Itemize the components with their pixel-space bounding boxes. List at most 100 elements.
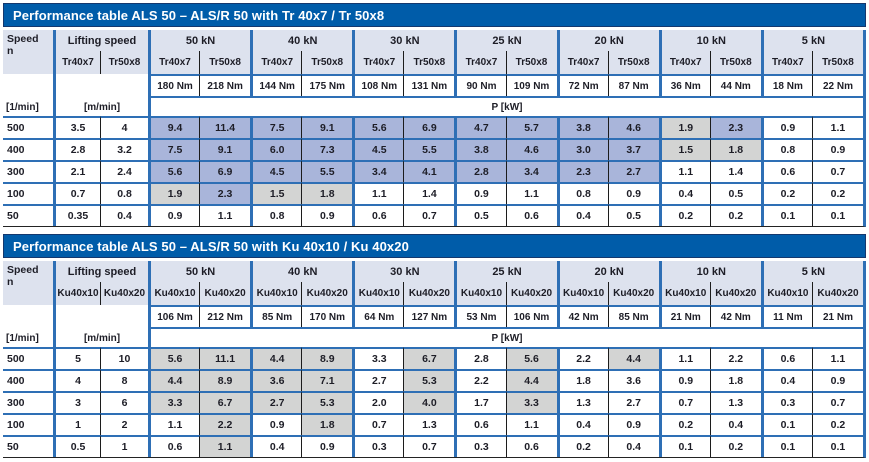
power-value-cell: 1.1 [199, 204, 251, 226]
power-value-cell: 0.2 [658, 204, 710, 226]
speed-cell: 500 [3, 347, 53, 369]
power-value-cell: 3.4 [352, 160, 404, 182]
power-value-cell: 11.4 [199, 116, 251, 138]
power-value-cell: 0.1 [760, 413, 812, 435]
lifting-screw-b-subheader: Ku40x20 [100, 282, 148, 305]
screw-a-subheader: Tr40x7 [760, 51, 812, 74]
power-value-cell: 3.0 [556, 138, 608, 160]
power-value-cell: 7.5 [250, 116, 302, 138]
speed-cell: 500 [3, 116, 53, 138]
lifting-value-a-cell: 5 [53, 347, 100, 369]
power-value-cell: 0.6 [352, 204, 404, 226]
power-value-cell: 0.6 [148, 435, 200, 457]
power-value-cell: 0.9 [301, 435, 353, 457]
screw-a-subheader: Tr40x7 [250, 51, 302, 74]
power-value-cell: 0.6 [760, 160, 812, 182]
power-unit-label: P [kW] [148, 96, 863, 116]
power-value-cell: 0.9 [301, 204, 353, 226]
screw-a-subheader: Tr40x7 [352, 51, 404, 74]
power-value-cell: 0.2 [658, 413, 710, 435]
power-value-cell: 0.7 [352, 413, 404, 435]
torque-b-cell: 106 Nm [505, 305, 557, 327]
power-value-cell: 2.0 [352, 391, 404, 413]
lifting-speed-header: Lifting speed [53, 261, 148, 282]
power-value-cell: 0.2 [760, 182, 812, 204]
power-value-cell: 1.1 [658, 347, 710, 369]
power-value-cell: 0.9 [607, 182, 659, 204]
power-value-cell: 1.5 [658, 138, 710, 160]
power-value-cell: 2.3 [556, 160, 608, 182]
power-value-cell: 2.2 [556, 347, 608, 369]
speed-cell: 400 [3, 138, 53, 160]
power-value-cell: 3.8 [454, 138, 506, 160]
speed-cell: 50 [3, 204, 53, 226]
power-value-cell: 0.8 [250, 204, 302, 226]
power-value-cell: 0.9 [658, 369, 710, 391]
power-value-cell: 0.3 [352, 435, 404, 457]
screw-b-subheader: Tr50x8 [607, 51, 659, 74]
power-value-cell: 2.3 [199, 182, 251, 204]
power-value-cell: 8.9 [199, 369, 251, 391]
power-value-cell: 4.4 [148, 369, 200, 391]
power-value-cell: 0.6 [760, 347, 812, 369]
speed-header-label: Speed [7, 33, 39, 45]
torque-a-cell: 144 Nm [250, 74, 302, 96]
power-value-cell: 0.6 [505, 204, 557, 226]
power-value-cell: 3.3 [352, 347, 404, 369]
power-value-cell: 2.2 [199, 413, 251, 435]
power-value-cell: 0.7 [403, 435, 455, 457]
load-group-header: 25 kN [454, 30, 557, 51]
power-value-cell: 0.5 [709, 182, 761, 204]
load-group-header: 40 kN [250, 261, 353, 282]
screw-a-subheader: Tr40x7 [454, 51, 506, 74]
screw-b-subheader: Ku40x20 [403, 282, 455, 305]
torque-b-cell: 218 Nm [199, 74, 251, 96]
lifting-unit-label: [m/min] [53, 305, 148, 347]
screw-b-subheader: Ku40x20 [505, 282, 557, 305]
load-group-header: 40 kN [250, 30, 353, 51]
power-value-cell: 0.3 [760, 391, 812, 413]
table-title-bar: Performance table ALS 50 – ALS/R 50 with… [3, 3, 866, 27]
power-value-cell: 3.6 [607, 369, 659, 391]
power-value-cell: 2.8 [454, 160, 506, 182]
power-value-cell: 1.3 [403, 413, 455, 435]
torque-a-cell: 106 Nm [148, 305, 200, 327]
torque-b-cell: 44 Nm [709, 74, 761, 96]
lifting-value-a-cell: 0.35 [53, 204, 100, 226]
power-value-cell: 0.4 [556, 204, 608, 226]
speed-cell: 100 [3, 413, 53, 435]
power-value-cell: 0.7 [811, 391, 863, 413]
power-value-cell: 0.2 [709, 204, 761, 226]
power-value-cell: 0.2 [709, 435, 761, 457]
torque-a-cell: 108 Nm [352, 74, 404, 96]
screw-a-subheader: Ku40x10 [352, 282, 404, 305]
power-value-cell: 4.4 [505, 369, 557, 391]
torque-b-cell: 175 Nm [301, 74, 353, 96]
torque-b-cell: 131 Nm [403, 74, 455, 96]
lifting-value-b-cell: 2.4 [100, 160, 148, 182]
power-value-cell: 1.3 [709, 391, 761, 413]
power-value-cell: 6.7 [199, 391, 251, 413]
load-group-header: 50 kN [148, 261, 251, 282]
lifting-value-b-cell: 0.8 [100, 182, 148, 204]
speed-header-label: Speed [7, 264, 39, 276]
torque-b-cell: 85 Nm [607, 305, 659, 327]
power-value-cell: 1.8 [556, 369, 608, 391]
power-value-cell: 5.6 [148, 347, 200, 369]
power-value-cell: 4.1 [403, 160, 455, 182]
lifting-screw-b-subheader: Tr50x8 [100, 51, 148, 74]
power-unit-label: P [kW] [148, 327, 863, 347]
power-value-cell: 0.9 [454, 182, 506, 204]
power-value-cell: 0.7 [811, 160, 863, 182]
power-value-cell: 1.8 [709, 369, 761, 391]
torque-b-cell: 109 Nm [505, 74, 557, 96]
screw-a-subheader: Ku40x10 [760, 282, 812, 305]
lifting-value-a-cell: 3 [53, 391, 100, 413]
screw-b-subheader: Tr50x8 [403, 51, 455, 74]
power-value-cell: 4.5 [352, 138, 404, 160]
lifting-screw-a-subheader: Tr40x7 [53, 51, 100, 74]
table-grid: Speed n Lifting speed 50 kN 40 kN 30 kN 25 kN 2… [3, 261, 866, 458]
screw-b-subheader: Ku40x20 [709, 282, 761, 305]
screw-a-subheader: Tr40x7 [658, 51, 710, 74]
power-value-cell: 5.6 [505, 347, 557, 369]
